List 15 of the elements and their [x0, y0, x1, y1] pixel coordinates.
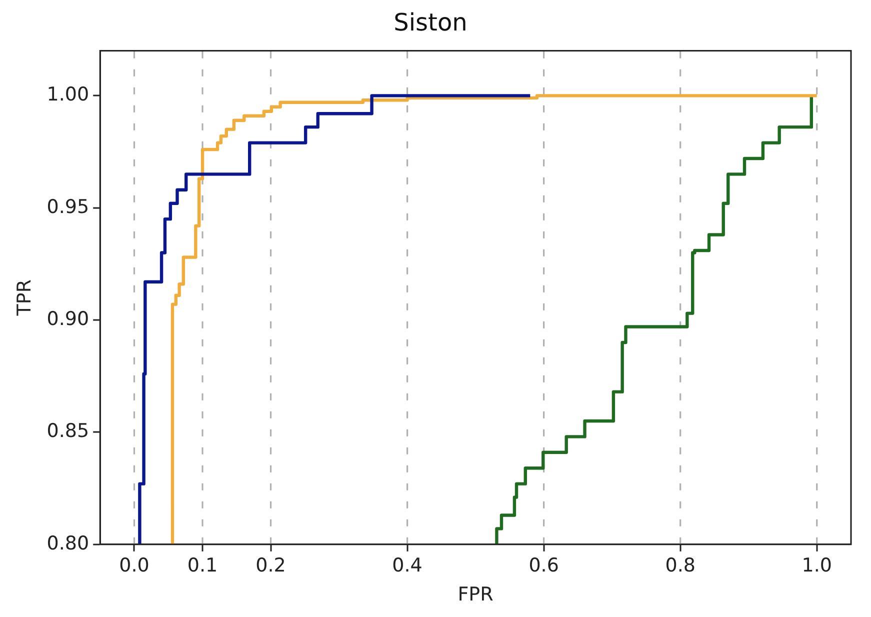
x-tick-label: 0.4	[392, 554, 422, 577]
x-axis-title: FPR	[458, 584, 494, 606]
y-axis-title: TPR	[13, 279, 36, 317]
y-tick-label: 0.80	[46, 532, 90, 554]
chart-title: Siston	[394, 8, 468, 37]
x-tick-label: 1.0	[802, 554, 832, 577]
y-tick-label: 0.90	[46, 308, 90, 330]
y-tick-label: 0.85	[46, 420, 90, 442]
y-tick-label: 0.95	[46, 196, 90, 218]
x-tick-label: 0.6	[528, 554, 559, 577]
x-tick-label: 0.1	[187, 554, 218, 577]
x-tick-label: 0.0	[119, 554, 150, 577]
x-tick-label: 0.2	[256, 554, 286, 577]
x-tick-label: 0.8	[665, 554, 696, 577]
y-tick-label: 1.00	[46, 84, 90, 106]
